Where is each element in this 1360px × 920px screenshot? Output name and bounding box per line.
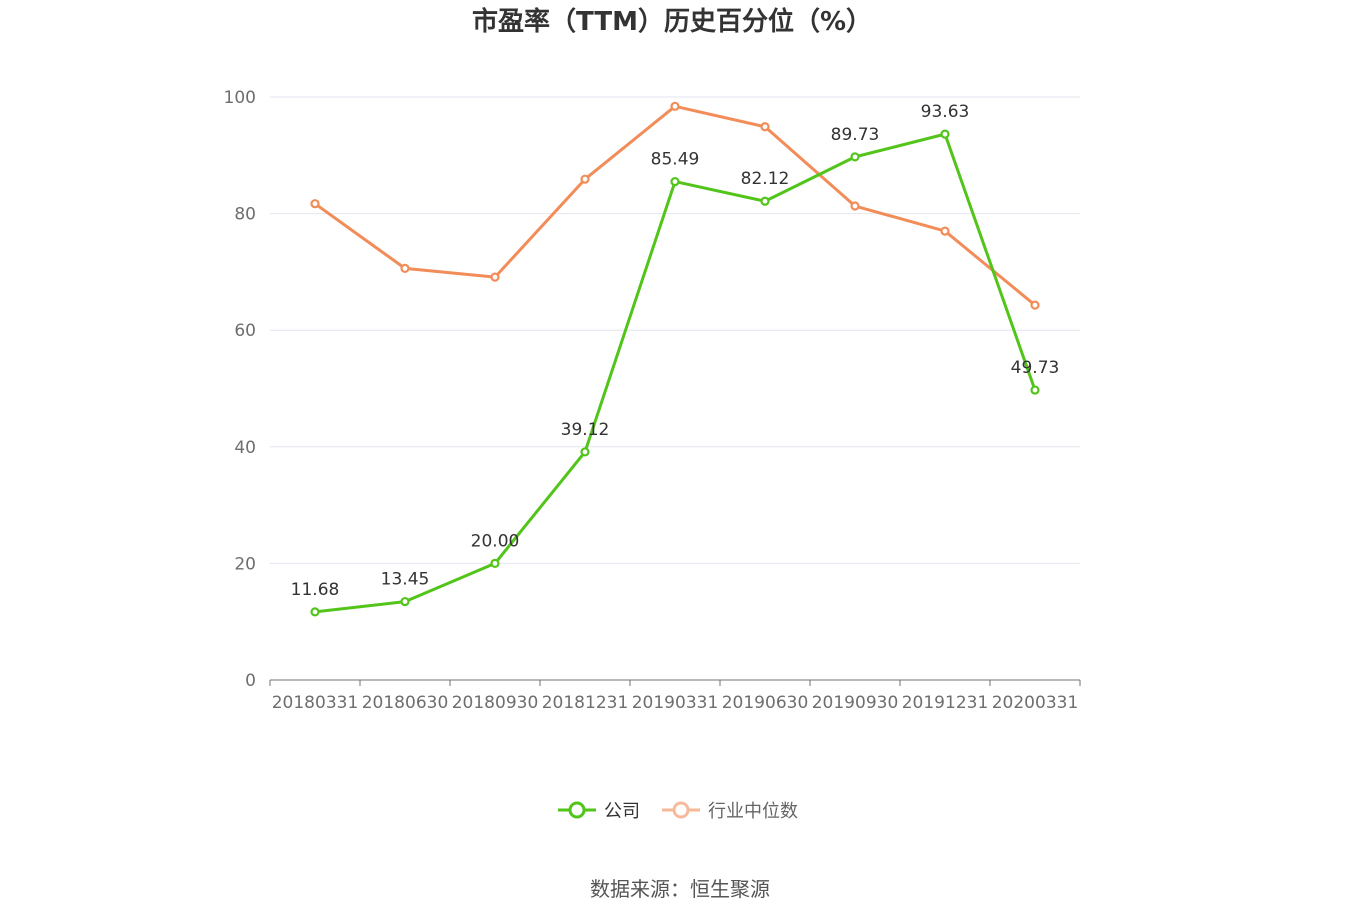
legend-marker bbox=[672, 801, 690, 819]
data-label: 93.63 bbox=[921, 102, 970, 122]
grid bbox=[270, 96, 1080, 564]
legend-item-0[interactable]: 公司 bbox=[558, 801, 640, 822]
data-point[interactable] bbox=[580, 447, 590, 457]
data-point[interactable] bbox=[850, 201, 860, 211]
data-point[interactable] bbox=[940, 129, 950, 139]
data-point[interactable] bbox=[580, 174, 590, 184]
y-tick-label: 40 bbox=[234, 438, 256, 458]
x-tick-label: 20181231 bbox=[542, 693, 629, 713]
data-point[interactable] bbox=[400, 596, 410, 607]
data-label: 20.00 bbox=[471, 531, 520, 551]
data-source: 数据来源：恒生聚源 bbox=[590, 877, 770, 901]
data-label: 89.73 bbox=[831, 125, 880, 145]
data-point[interactable] bbox=[940, 226, 950, 236]
x-tick-label: 20190930 bbox=[812, 693, 899, 713]
x-tick-label: 20180331 bbox=[272, 693, 359, 713]
data-point[interactable] bbox=[490, 558, 500, 569]
legend-label: 公司 bbox=[604, 801, 640, 822]
y-tick-label: 100 bbox=[224, 88, 256, 108]
axes: 0 20 40 60 80 100 20180331 20180630 20180930 2018… bbox=[224, 88, 1081, 713]
x-tick-label: 20190331 bbox=[632, 693, 719, 713]
legend-item-1[interactable]: 行业中位数 bbox=[662, 801, 798, 822]
chart-title: 市盈率（TTM）历史百分位（%） bbox=[472, 6, 872, 37]
y-tick-label: 60 bbox=[234, 321, 256, 341]
data-point[interactable] bbox=[400, 263, 410, 274]
data-point[interactable] bbox=[310, 607, 320, 617]
legend-label: 行业中位数 bbox=[708, 801, 798, 822]
y-tick-label: 0 bbox=[245, 671, 256, 691]
legend-marker bbox=[568, 801, 586, 819]
data-point[interactable] bbox=[670, 176, 680, 187]
data-labels: 11.68 13.45 20.00 39.12 85.49 82.12 89.73 93.63… bbox=[291, 102, 1060, 600]
x-tick-label: 20190630 bbox=[722, 693, 809, 713]
y-tick-label: 80 bbox=[234, 205, 256, 225]
data-point[interactable] bbox=[310, 199, 320, 209]
data-label: 39.12 bbox=[561, 420, 610, 440]
data-point[interactable] bbox=[850, 152, 860, 162]
data-point[interactable] bbox=[760, 196, 770, 206]
data-point[interactable] bbox=[1030, 385, 1040, 395]
x-tick-label: 20180630 bbox=[362, 693, 449, 713]
data-point[interactable] bbox=[1030, 300, 1040, 310]
data-point[interactable] bbox=[670, 101, 680, 111]
series-line-0 bbox=[314, 132, 1037, 614]
y-tick-label: 20 bbox=[234, 554, 256, 574]
x-tick-label: 20200331 bbox=[992, 693, 1079, 713]
data-label: 49.73 bbox=[1011, 358, 1060, 378]
data-point[interactable] bbox=[760, 122, 770, 132]
data-label: 85.49 bbox=[651, 150, 700, 170]
data-label: 11.68 bbox=[291, 580, 340, 600]
data-label: 13.45 bbox=[381, 570, 430, 590]
x-tick-label: 20180930 bbox=[452, 693, 539, 713]
x-tick-label: 20191231 bbox=[902, 693, 989, 713]
data-label: 82.12 bbox=[741, 169, 790, 189]
series-layer bbox=[310, 101, 1040, 617]
legend[interactable]: 公司 行业中位数 bbox=[558, 801, 798, 822]
data-point[interactable] bbox=[490, 272, 500, 282]
series-line-1 bbox=[314, 104, 1036, 307]
